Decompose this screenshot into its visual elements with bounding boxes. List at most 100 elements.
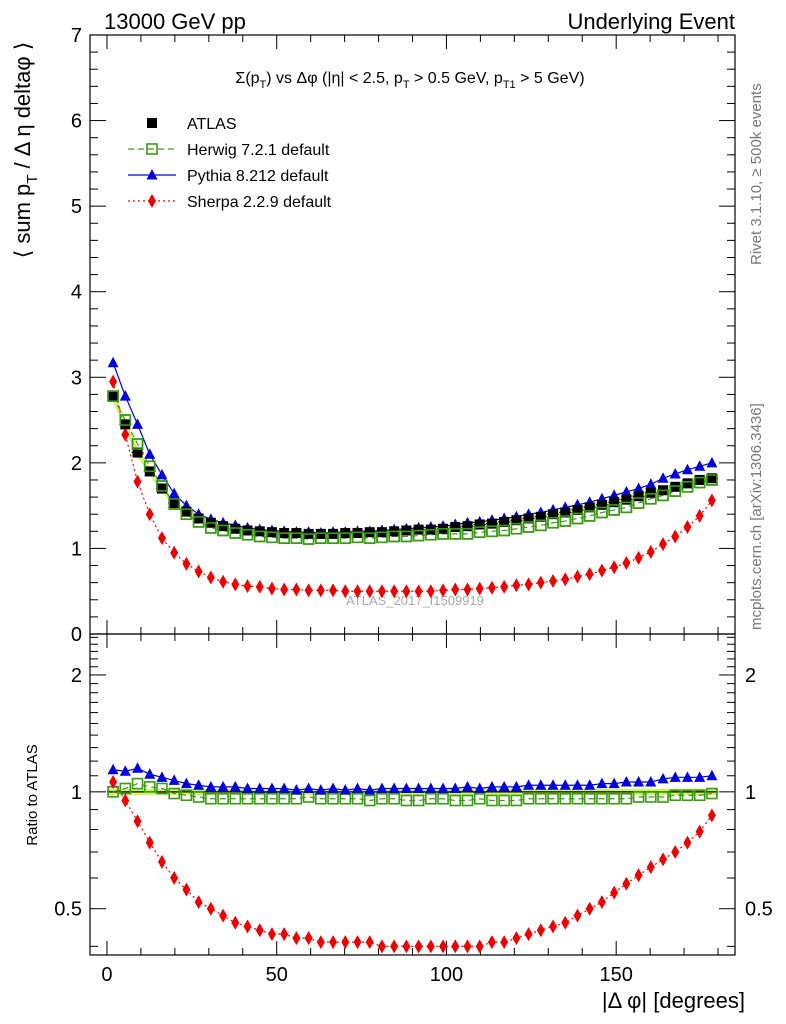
ratio-point-pythia-8-212-default	[657, 772, 669, 784]
main-series-pythia-8-212-default	[107, 356, 718, 538]
main-point-herwig-7-2-1-default	[412, 529, 425, 542]
ratio-point-pythia-8-212-default	[474, 782, 486, 794]
ratio-point-pythia-8-212-default	[180, 777, 192, 789]
main-point-sherpa-2-2-9-default	[426, 584, 435, 599]
ratio-point-sherpa-2-2-9-default	[121, 793, 130, 808]
ratio-point-herwig-7-2-1-default	[192, 791, 205, 803]
ratio-point-pythia-8-212-default	[706, 769, 718, 781]
main-point-sherpa-2-2-9-default	[671, 529, 680, 544]
legend: ATLAS Herwig 7.2.1 default Pythia 8.212 de…	[128, 116, 332, 211]
ratio-point-sherpa-2-2-9-default	[573, 908, 582, 923]
ratio-point-sherpa-2-2-9-default	[439, 939, 448, 954]
main-series-sherpa-2-2-9-default	[109, 374, 716, 599]
main-y-tick-label: 1	[71, 538, 82, 560]
ratio-point-sherpa-2-2-9-default	[267, 927, 276, 942]
ratio-point-sherpa-2-2-9-default	[255, 923, 264, 938]
ratio-point-pythia-8-212-default	[694, 771, 706, 782]
main-line-herwig-7-2-1-default	[112, 395, 713, 540]
ratio-point-herwig-7-2-1-default	[351, 792, 364, 805]
main-point-atlas	[572, 504, 583, 515]
ratio-point-pythia-8-212-default	[486, 780, 498, 792]
main-point-atlas	[181, 506, 192, 517]
ratio-point-pythia-8-212-default	[303, 782, 315, 794]
main-point-sherpa-2-2-9-default	[402, 584, 411, 599]
main-point-herwig-7-2-1-default	[510, 522, 523, 535]
x-tick-label: 150	[599, 964, 632, 986]
main-point-herwig-7-2-1-default	[315, 532, 327, 544]
main-point-herwig-7-2-1-default	[620, 501, 633, 514]
main-point-herwig-7-2-1-default	[156, 480, 168, 492]
main-point-sherpa-2-2-9-default	[353, 584, 362, 599]
ratio-point-sherpa-2-2-9-default	[463, 939, 472, 954]
main-point-sherpa-2-2-9-default	[133, 474, 142, 489]
ratio-point-sherpa-2-2-9-default	[659, 852, 668, 867]
ratio-point-pythia-8-212-default	[523, 779, 535, 790]
x-tick-label: 100	[430, 964, 463, 986]
main-point-sherpa-2-2-9-default	[414, 584, 423, 599]
main-point-herwig-7-2-1-default	[351, 531, 364, 544]
main-point-sherpa-2-2-9-default	[316, 583, 325, 598]
ratio-y-tick-label-right: 1	[745, 782, 756, 804]
ratio-point-sherpa-2-2-9-default	[634, 868, 643, 883]
main-point-sherpa-2-2-9-default	[695, 508, 704, 523]
main-point-herwig-7-2-1-default	[535, 519, 547, 532]
main-point-sherpa-2-2-9-default	[231, 577, 240, 592]
ratio-point-sherpa-2-2-9-default	[341, 935, 350, 950]
main-point-sherpa-2-2-9-default	[280, 582, 289, 597]
main-panel: 0 1 2 3 4 5 6 7	[71, 25, 736, 646]
main-point-herwig-7-2-1-default	[571, 512, 584, 525]
ratio-point-pythia-8-212-default	[437, 782, 449, 794]
main-point-atlas	[364, 527, 375, 538]
ratio-point-sherpa-2-2-9-default	[512, 931, 521, 946]
main-point-herwig-7-2-1-default	[241, 528, 254, 541]
ratio-line-sherpa-2-2-9-default	[112, 781, 713, 947]
main-point-atlas	[511, 515, 522, 526]
main-point-herwig-7-2-1-default	[461, 528, 474, 540]
ratio-y-tick-label-right: 2	[745, 665, 756, 687]
main-point-herwig-7-2-1-default	[571, 512, 584, 525]
ratio-point-herwig-7-2-1-default	[327, 792, 339, 805]
main-point-pythia-8-212-default	[156, 468, 168, 480]
ratio-point-sherpa-2-2-9-default	[536, 923, 545, 938]
ratio-point-sherpa-2-2-9-default	[231, 915, 240, 930]
ratio-point-pythia-8-212-default	[266, 782, 278, 794]
ratio-point-sherpa-2-2-9-default	[145, 835, 154, 850]
main-y-tick-label: 0	[71, 624, 82, 646]
ratio-line-herwig-7-2-1-default	[112, 782, 712, 802]
main-y-axis-label: ⟨ sum pT / Δ η deltaφ ⟩	[10, 42, 41, 259]
ratio-point-sherpa-2-2-9-default	[329, 935, 338, 950]
main-point-pythia-8-212-default	[681, 463, 693, 475]
main-point-sherpa-2-2-9-default	[536, 575, 545, 590]
main-point-sherpa-2-2-9-default	[634, 550, 643, 565]
ratio-point-pythia-8-212-default	[339, 784, 351, 795]
main-point-herwig-7-2-1-default	[131, 438, 144, 450]
main-point-herwig-7-2-1-default	[486, 525, 498, 538]
ratio-point-pythia-8-212-default	[144, 768, 156, 779]
ratio-point-herwig-7-2-1-default	[522, 792, 535, 805]
ratio-point-herwig-7-2-1-default	[143, 781, 156, 793]
ratio-point-pythia-8-212-default	[559, 779, 571, 790]
main-point-atlas	[633, 491, 644, 502]
main-point-herwig-7-2-1-default	[449, 528, 462, 540]
ratio-point-sherpa-2-2-9-default	[622, 876, 631, 891]
main-point-herwig-7-2-1-default	[437, 528, 449, 540]
main-point-sherpa-2-2-9-default	[451, 582, 460, 597]
main-point-sherpa-2-2-9-default	[121, 427, 130, 442]
ratio-point-sherpa-2-2-9-default	[500, 935, 509, 950]
main-point-herwig-7-2-1-default	[535, 519, 547, 532]
ratio-point-pythia-8-212-default	[119, 765, 131, 776]
ratio-point-herwig-7-2-1-default	[681, 789, 694, 802]
legend-marker	[146, 143, 158, 155]
ratio-point-sherpa-2-2-9-default	[695, 824, 704, 839]
main-point-pythia-8-212-default	[168, 487, 180, 499]
main-point-herwig-7-2-1-default	[608, 504, 620, 516]
main-point-herwig-7-2-1-default	[376, 531, 388, 544]
main-point-sherpa-2-2-9-default	[365, 584, 374, 599]
main-point-atlas	[156, 483, 167, 494]
ratio-y-axis-label: Ratio to ATLAS	[24, 744, 41, 845]
ratio-point-herwig-7-2-1-default	[400, 794, 413, 807]
ratio-point-herwig-7-2-1-default	[388, 792, 400, 805]
main-point-sherpa-2-2-9-default	[304, 583, 313, 598]
main-point-herwig-7-2-1-default	[632, 497, 645, 509]
ratio-point-herwig-7-2-1-default	[180, 789, 193, 802]
